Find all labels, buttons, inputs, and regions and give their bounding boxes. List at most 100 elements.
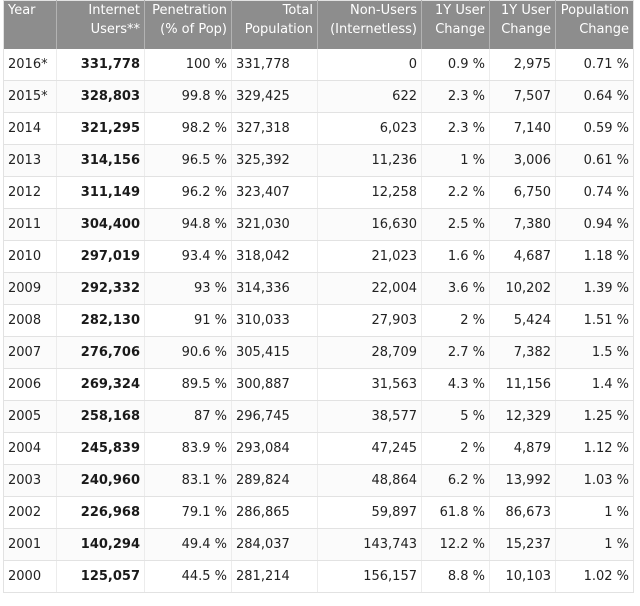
cell-penetration: 49.4 %: [144, 528, 232, 561]
cell-user-change-abs: 11,156: [489, 368, 556, 401]
cell-year: 2009: [3, 272, 57, 305]
cell-total-population: 314,336: [231, 272, 318, 305]
cell-user-change-pct: 2.3 %: [421, 80, 490, 113]
cell-population-change: 1.18 %: [555, 240, 634, 273]
cell-penetration: 94.8 %: [144, 208, 232, 241]
cell-user-change-abs: 6,750: [489, 176, 556, 209]
cell-user-change-pct: 2 %: [421, 304, 490, 337]
cell-year: 2006: [3, 368, 57, 401]
cell-user-change-abs: 15,237: [489, 528, 556, 561]
cell-user-change-abs: 86,673: [489, 496, 556, 529]
cell-user-change-pct: 61.8 %: [421, 496, 490, 529]
cell-user-change-pct: 5 %: [421, 400, 490, 433]
cell-user-change-abs: 4,879: [489, 432, 556, 465]
header-label: (Internetless): [330, 22, 417, 37]
table-row: 2002 226,968 79.1 % 286,865 59,897 61.8 % 86,6…: [3, 496, 634, 529]
cell-year: 2010: [3, 240, 57, 273]
table-row: 2007 276,706 90.6 % 305,415 28,709 2.7 % 7,382…: [3, 336, 634, 369]
cell-internet-users: 311,149: [56, 176, 145, 209]
cell-user-change-pct: 2.7 %: [421, 336, 490, 369]
table-row: 2000 125,057 44.5 % 281,214 156,157 8.8 % 10,1…: [3, 560, 634, 593]
table-row: 2015* 328,803 99.8 % 329,425 622 2.3 % 7,507 0.…: [3, 80, 634, 113]
header-label: Change: [579, 22, 629, 37]
cell-user-change-abs: 12,329: [489, 400, 556, 433]
cell-internet-users: 292,332: [56, 272, 145, 305]
cell-total-population: 325,392: [231, 144, 318, 177]
table-row: 2009 292,332 93 % 314,336 22,004 3.6 % 10,202 1…: [3, 272, 634, 305]
cell-penetration: 83.9 %: [144, 432, 232, 465]
cell-internet-users: 328,803: [56, 80, 145, 113]
cell-internet-users: 258,168: [56, 400, 145, 433]
cell-year: 2015*: [3, 80, 57, 113]
cell-user-change-pct: 12.2 %: [421, 528, 490, 561]
cell-total-population: 289,824: [231, 464, 318, 497]
cell-population-change: 0.61 %: [555, 144, 634, 177]
cell-internet-users: 331,778: [56, 49, 145, 81]
cell-internet-users: 140,294: [56, 528, 145, 561]
cell-user-change-pct: 1.6 %: [421, 240, 490, 273]
cell-non-users: 22,004: [317, 272, 422, 305]
cell-internet-users: 240,960: [56, 464, 145, 497]
cell-internet-users: 304,400: [56, 208, 145, 241]
header-label: Users**: [90, 22, 140, 37]
cell-penetration: 98.2 %: [144, 112, 232, 145]
cell-population-change: 1.02 %: [555, 560, 634, 593]
cell-year: 2016*: [3, 49, 57, 81]
cell-total-population: 331,778: [231, 49, 318, 81]
cell-population-change: 1.51 %: [555, 304, 634, 337]
cell-user-change-pct: 0.9 %: [421, 49, 490, 81]
cell-user-change-abs: 7,382: [489, 336, 556, 369]
table-row: 2011 304,400 94.8 % 321,030 16,630 2.5 % 7,380…: [3, 208, 634, 241]
cell-non-users: 31,563: [317, 368, 422, 401]
cell-non-users: 59,897: [317, 496, 422, 529]
cell-non-users: 16,630: [317, 208, 422, 241]
header-internet-users[interactable]: Internet Users**: [56, 0, 145, 49]
cell-penetration: 93 %: [144, 272, 232, 305]
cell-user-change-pct: 2.5 %: [421, 208, 490, 241]
cell-user-change-pct: 2.3 %: [421, 112, 490, 145]
cell-internet-users: 321,295: [56, 112, 145, 145]
cell-year: 2004: [3, 432, 57, 465]
cell-non-users: 28,709: [317, 336, 422, 369]
header-total-population[interactable]: Total Population: [231, 0, 318, 49]
header-label: 1Y User: [501, 3, 551, 18]
header-label: Population: [560, 3, 629, 18]
cell-total-population: 321,030: [231, 208, 318, 241]
cell-total-population: 318,042: [231, 240, 318, 273]
cell-penetration: 44.5 %: [144, 560, 232, 593]
cell-total-population: 327,318: [231, 112, 318, 145]
cell-user-change-abs: 7,507: [489, 80, 556, 113]
cell-year: 2005: [3, 400, 57, 433]
header-year[interactable]: Year: [3, 0, 57, 49]
table-row: 2008 282,130 91 % 310,033 27,903 2 % 5,424 1.51…: [3, 304, 634, 337]
header-penetration[interactable]: Penetration (% of Pop): [144, 0, 232, 49]
header-population-change[interactable]: Population Change: [555, 0, 634, 49]
cell-user-change-abs: 10,103: [489, 560, 556, 593]
header-label: Year: [8, 3, 36, 18]
cell-non-users: 156,157: [317, 560, 422, 593]
cell-year: 2001: [3, 528, 57, 561]
cell-user-change-pct: 1 %: [421, 144, 490, 177]
header-non-users[interactable]: Non-Users (Internetless): [317, 0, 422, 49]
cell-user-change-pct: 2 %: [421, 432, 490, 465]
cell-population-change: 0.74 %: [555, 176, 634, 209]
internet-users-table: Year Internet Users** Penetration (% of Pop)…: [3, 0, 634, 593]
cell-non-users: 12,258: [317, 176, 422, 209]
cell-population-change: 0.64 %: [555, 80, 634, 113]
cell-penetration: 96.5 %: [144, 144, 232, 177]
header-label: Change: [435, 22, 485, 37]
cell-internet-users: 297,019: [56, 240, 145, 273]
cell-non-users: 0: [317, 49, 422, 81]
cell-internet-users: 314,156: [56, 144, 145, 177]
cell-penetration: 99.8 %: [144, 80, 232, 113]
cell-year: 2013: [3, 144, 57, 177]
table-row: 2010 297,019 93.4 % 318,042 21,023 1.6 % 4,687…: [3, 240, 634, 273]
cell-penetration: 90.6 %: [144, 336, 232, 369]
cell-year: 2008: [3, 304, 57, 337]
cell-non-users: 6,023: [317, 112, 422, 145]
cell-population-change: 0.71 %: [555, 49, 634, 81]
cell-penetration: 100 %: [144, 49, 232, 81]
header-user-change-pct[interactable]: 1Y User Change: [421, 0, 490, 49]
header-user-change-abs[interactable]: 1Y User Change: [489, 0, 556, 49]
cell-year: 2000: [3, 560, 57, 593]
